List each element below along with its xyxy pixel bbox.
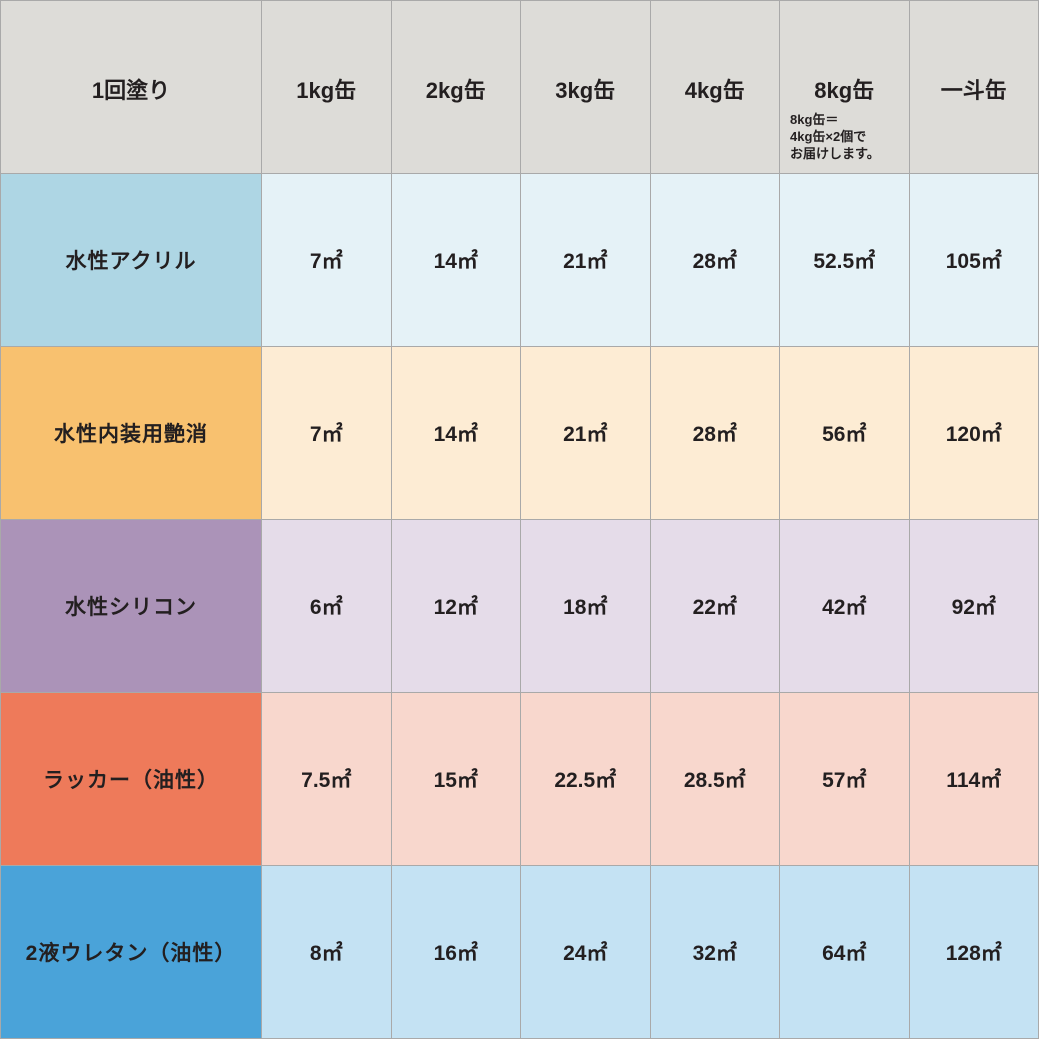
- coverage-cell: 32㎡: [649, 865, 780, 1039]
- coverage-cell: 21㎡: [520, 173, 651, 347]
- row-label: 水性シリコン: [0, 519, 262, 693]
- table-row: 2液ウレタン（油性） 8㎡ 16㎡ 24㎡ 32㎡ 64㎡ 128㎡: [0, 865, 1039, 1039]
- header-col-4kg: 4kg缶: [649, 0, 780, 174]
- coverage-cell: 42㎡: [779, 519, 910, 693]
- coverage-cell: 22㎡: [649, 519, 780, 693]
- coverage-cell: 14㎡: [390, 346, 521, 520]
- row-label: 水性内装用艶消: [0, 346, 262, 520]
- note-line: 4kg缶×2個で: [790, 129, 867, 144]
- coverage-cell: 28.5㎡: [649, 692, 780, 866]
- coverage-cell: 16㎡: [390, 865, 521, 1039]
- 8kg-note: 8kg缶＝ 4kg缶×2個で お届けします。: [790, 111, 880, 162]
- coverage-cell: 52.5㎡: [779, 173, 910, 347]
- header-col-itto: 一斗缶: [908, 0, 1039, 174]
- col-label: 1kg缶: [296, 78, 357, 103]
- coverage-cell: 12㎡: [390, 519, 521, 693]
- table-row: 水性内装用艶消 7㎡ 14㎡ 21㎡ 28㎡ 56㎡ 120㎡: [0, 346, 1039, 520]
- table-row: 水性アクリル 7㎡ 14㎡ 21㎡ 28㎡ 52.5㎡ 105㎡: [0, 173, 1039, 347]
- header-col-1kg: 1kg缶: [261, 0, 392, 174]
- coverage-cell: 105㎡: [908, 173, 1039, 347]
- coverage-cell: 15㎡: [390, 692, 521, 866]
- col-label: 2kg缶: [425, 78, 486, 103]
- coverage-cell: 114㎡: [908, 692, 1039, 866]
- coverage-cell: 57㎡: [779, 692, 910, 866]
- coverage-cell: 56㎡: [779, 346, 910, 520]
- header-corner: 1回塗り: [0, 0, 262, 174]
- header-col-3kg: 3kg缶: [520, 0, 651, 174]
- table-row: 水性シリコン 6㎡ 12㎡ 18㎡ 22㎡ 42㎡ 92㎡: [0, 519, 1039, 693]
- coverage-cell: 64㎡: [779, 865, 910, 1039]
- coverage-cell: 28㎡: [649, 173, 780, 347]
- coverage-cell: 24㎡: [520, 865, 651, 1039]
- coverage-cell: 22.5㎡: [520, 692, 651, 866]
- row-label: ラッカー（油性）: [0, 692, 262, 866]
- header-col-2kg: 2kg缶: [390, 0, 521, 174]
- coverage-cell: 21㎡: [520, 346, 651, 520]
- coverage-cell: 7㎡: [261, 346, 392, 520]
- row-label: 水性アクリル: [0, 173, 262, 347]
- header-col-8kg: 8kg缶 8kg缶＝ 4kg缶×2個で お届けします。: [779, 0, 910, 174]
- col-label: 8kg缶: [814, 78, 875, 103]
- coverage-cell: 18㎡: [520, 519, 651, 693]
- col-label: 一斗缶: [940, 78, 1007, 103]
- coverage-cell: 120㎡: [908, 346, 1039, 520]
- corner-label: 1回塗り: [91, 78, 171, 103]
- note-line: 8kg缶＝: [790, 112, 839, 127]
- note-line: お届けします。: [790, 146, 880, 161]
- coverage-cell: 128㎡: [908, 865, 1039, 1039]
- row-label: 2液ウレタン（油性）: [0, 865, 262, 1039]
- header-row: 1回塗り 1kg缶 2kg缶 3kg缶 4kg缶 8kg缶 8kg缶＝ 4kg缶…: [0, 0, 1039, 174]
- col-label: 4kg缶: [684, 78, 745, 103]
- coverage-cell: 92㎡: [908, 519, 1039, 693]
- coverage-cell: 14㎡: [390, 173, 521, 347]
- coverage-cell: 7.5㎡: [261, 692, 392, 866]
- coverage-cell: 6㎡: [261, 519, 392, 693]
- coverage-cell: 8㎡: [261, 865, 392, 1039]
- coverage-cell: 28㎡: [649, 346, 780, 520]
- col-label: 3kg缶: [555, 78, 616, 103]
- coverage-cell: 7㎡: [261, 173, 392, 347]
- table-row: ラッカー（油性） 7.5㎡ 15㎡ 22.5㎡ 28.5㎡ 57㎡ 114㎡: [0, 692, 1039, 866]
